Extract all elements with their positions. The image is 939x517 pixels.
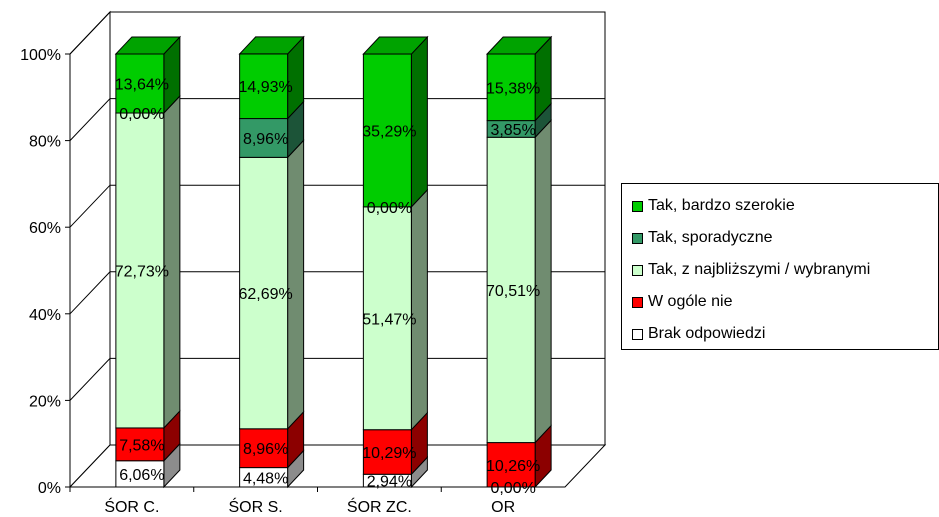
legend-item: Brak odpowiedzi bbox=[632, 325, 765, 343]
bar-side bbox=[288, 140, 304, 428]
data-label: 8,96% bbox=[243, 131, 288, 148]
data-label: 0,00% bbox=[490, 480, 535, 497]
data-label: 51,47% bbox=[362, 311, 416, 328]
y-tick-label: 20% bbox=[29, 393, 61, 410]
data-label: 35,29% bbox=[362, 123, 416, 140]
legend-label: Tak, bardzo szerokie bbox=[648, 197, 795, 215]
legend-label: Tak, z najbliższymi / wybranymi bbox=[648, 261, 870, 279]
legend-swatch bbox=[632, 265, 643, 276]
legend-swatch bbox=[632, 233, 643, 244]
y-tick-label: 0% bbox=[38, 480, 61, 497]
data-label: 70,51% bbox=[486, 283, 540, 300]
category-label: OR bbox=[491, 499, 515, 516]
legend: Tak, bardzo szerokie Tak, sporadyczne Tak,… bbox=[621, 183, 939, 350]
legend-item: Tak, z najbliższymi / wybranymi bbox=[632, 261, 870, 279]
data-label: 10,29% bbox=[362, 445, 416, 462]
data-label: 62,69% bbox=[238, 286, 292, 303]
legend-label: W ogóle nie bbox=[648, 293, 733, 311]
data-label: 4,48% bbox=[243, 470, 288, 487]
data-label: 10,26% bbox=[486, 458, 540, 475]
data-label: 3,85% bbox=[490, 122, 535, 139]
data-label: 0,00% bbox=[119, 106, 164, 123]
y-tick-label: 80% bbox=[29, 134, 61, 151]
category-label: ŚOR S. bbox=[229, 497, 283, 516]
y-tick-label: 100% bbox=[20, 47, 61, 64]
legend-label: Tak, sporadyczne bbox=[648, 229, 773, 247]
bar-side bbox=[411, 37, 427, 207]
legend-item: Tak, sporadyczne bbox=[632, 229, 773, 247]
legend-swatch bbox=[632, 329, 643, 340]
data-label: 7,58% bbox=[119, 437, 164, 454]
data-label: 2,94% bbox=[367, 474, 412, 491]
bar-side bbox=[411, 190, 427, 430]
data-label: 14,93% bbox=[238, 79, 292, 96]
data-label: 13,64% bbox=[115, 76, 169, 93]
y-tick-label: 60% bbox=[29, 220, 61, 237]
data-label: 6,06% bbox=[119, 467, 164, 484]
category-label: ŚOR C. bbox=[104, 497, 159, 516]
category-label: ŚOR ZC. bbox=[347, 497, 412, 516]
bar-side bbox=[535, 120, 551, 442]
side-wall bbox=[70, 12, 110, 487]
legend-label: Brak odpowiedzi bbox=[648, 325, 765, 343]
data-label: 0,00% bbox=[367, 200, 412, 217]
data-label: 15,38% bbox=[486, 80, 540, 97]
legend-item: Tak, bardzo szerokie bbox=[632, 197, 795, 215]
bar-side bbox=[164, 96, 180, 428]
data-label: 72,73% bbox=[115, 263, 169, 280]
data-label: 8,96% bbox=[243, 441, 288, 458]
legend-swatch bbox=[632, 201, 643, 212]
legend-item: W ogóle nie bbox=[632, 293, 733, 311]
legend-swatch bbox=[632, 297, 643, 308]
y-tick-label: 40% bbox=[29, 307, 61, 324]
